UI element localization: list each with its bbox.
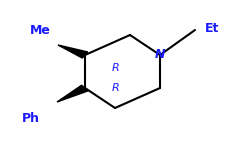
Text: Me: Me	[30, 24, 51, 37]
Text: Et: Et	[204, 22, 218, 35]
Text: N: N	[154, 48, 164, 62]
Text: R: R	[112, 83, 119, 93]
Text: Ph: Ph	[22, 111, 40, 124]
Polygon shape	[57, 85, 88, 102]
Polygon shape	[58, 45, 88, 58]
Text: R: R	[112, 63, 119, 73]
